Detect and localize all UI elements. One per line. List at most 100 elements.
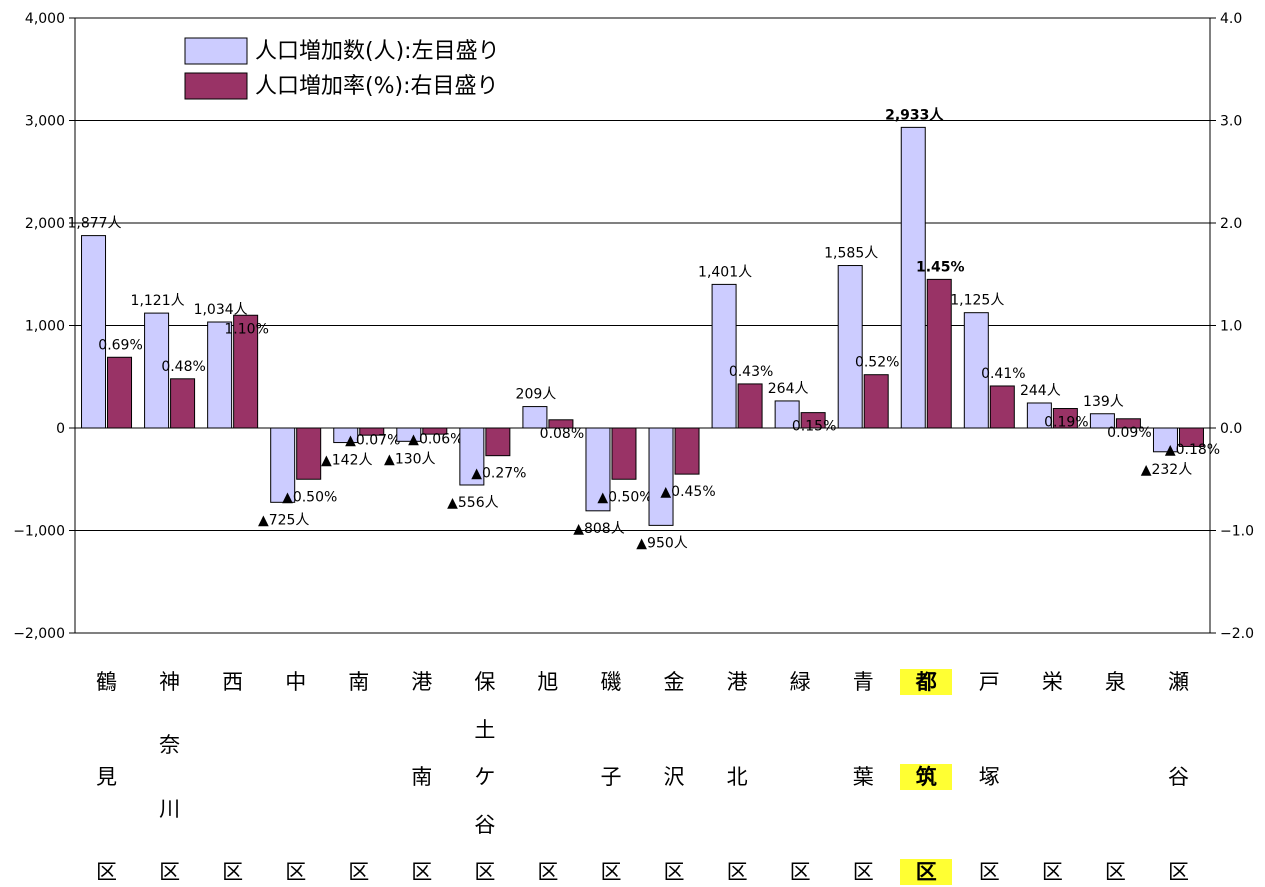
ward-label-char: 都 bbox=[900, 669, 953, 695]
data-label-count: 1,034人 bbox=[194, 302, 248, 318]
ward-label-char: 谷 bbox=[1167, 765, 1189, 789]
data-label-rate: ▲0.06% bbox=[408, 431, 463, 447]
ward-label-char: 区 bbox=[900, 859, 953, 885]
bar-count bbox=[711, 283, 737, 429]
ward-label: 磯子区 bbox=[585, 666, 637, 886]
data-label-rate: 0.43% bbox=[729, 364, 773, 380]
ward-label-char: 区 bbox=[411, 860, 433, 884]
left-tick-label: −1,000 bbox=[13, 524, 65, 540]
ward-label-char: 栄 bbox=[1041, 670, 1063, 694]
right-tick-label: 3.0 bbox=[1220, 114, 1242, 130]
bar-rate bbox=[107, 356, 133, 429]
ward-label: 港北区 bbox=[711, 666, 763, 886]
left-tick-label: 2,000 bbox=[25, 216, 65, 232]
bar-rate bbox=[800, 412, 826, 429]
data-label-rate: 1.45% bbox=[916, 259, 965, 275]
ward-label-char: 中 bbox=[285, 670, 307, 694]
ward-label: 金沢区 bbox=[648, 666, 700, 886]
data-label-count: 244人 bbox=[1020, 383, 1061, 399]
bar-rate bbox=[737, 383, 763, 429]
ward-label-char: 南 bbox=[411, 765, 433, 789]
bar-rate bbox=[296, 427, 322, 480]
legend-swatch-rate bbox=[184, 72, 248, 100]
bar-rate bbox=[233, 314, 259, 429]
right-tick-label: 4.0 bbox=[1220, 11, 1242, 27]
ward-label-char: 葉 bbox=[852, 765, 874, 789]
ward-label-char: 区 bbox=[1104, 860, 1126, 884]
data-label-rate: 0.52% bbox=[855, 355, 899, 371]
right-tick-label: 0.0 bbox=[1220, 421, 1242, 437]
ward-label-char: 区 bbox=[96, 860, 118, 884]
ward-label: 都筑区 bbox=[900, 666, 953, 887]
right-tick-label: −1.0 bbox=[1220, 524, 1254, 540]
ward-label-char: 南 bbox=[348, 670, 370, 694]
ward-label-char: 区 bbox=[852, 860, 874, 884]
ward-label-char: 区 bbox=[1167, 860, 1189, 884]
bar-count bbox=[1152, 427, 1178, 453]
data-label-count: 1,401人 bbox=[698, 264, 752, 280]
ward-label: 神奈川区 bbox=[144, 666, 196, 886]
ward-label-char: 西 bbox=[222, 670, 244, 694]
data-label-count: 264人 bbox=[768, 381, 809, 397]
ward-label: 西区 bbox=[207, 666, 259, 886]
ward-label: 緑区 bbox=[774, 666, 826, 886]
ward-label-char: 区 bbox=[789, 860, 811, 884]
ward-label-char: 金 bbox=[663, 670, 685, 694]
ward-label-char: 区 bbox=[285, 860, 307, 884]
left-tick-label: 1,000 bbox=[25, 319, 65, 335]
ward-label: 港南区 bbox=[396, 666, 448, 886]
data-label-rate: ▲0.50% bbox=[597, 489, 652, 505]
ward-label-char: 青 bbox=[852, 670, 874, 694]
ward-label-char: 区 bbox=[663, 860, 685, 884]
ward-label-char: 戸 bbox=[978, 670, 1000, 694]
ward-label-char: 見 bbox=[96, 765, 118, 789]
ward-label: 中区 bbox=[270, 666, 322, 886]
bar-rate bbox=[1052, 408, 1078, 429]
bar-rate bbox=[422, 427, 448, 435]
left-tick-label: 0 bbox=[56, 421, 65, 437]
bar-rate bbox=[1115, 418, 1141, 429]
ward-label-char: 子 bbox=[600, 765, 622, 789]
bar-rate bbox=[359, 427, 385, 436]
data-label-count: 1,125人 bbox=[950, 293, 1004, 309]
bar-count bbox=[396, 427, 422, 442]
bar-rate bbox=[989, 385, 1015, 429]
ward-label-char: 区 bbox=[1041, 860, 1063, 884]
data-label-count: 1,121人 bbox=[131, 293, 185, 309]
bar-count bbox=[207, 321, 233, 429]
data-label-rate: 0.09% bbox=[1107, 425, 1151, 441]
data-label-count: ▲142人 bbox=[321, 453, 373, 469]
ward-label-char: 区 bbox=[537, 860, 559, 884]
ward-label-char: 港 bbox=[726, 670, 748, 694]
bar-count bbox=[522, 406, 548, 429]
ward-label: 青葉区 bbox=[837, 666, 889, 886]
ward-label-char: 谷 bbox=[474, 812, 496, 837]
data-label-rate: 0.08% bbox=[540, 426, 584, 442]
bar-count bbox=[459, 427, 485, 486]
data-label-rate: ▲0.07% bbox=[345, 433, 400, 449]
left-tick-label: 4,000 bbox=[25, 11, 65, 27]
bar-count bbox=[585, 427, 611, 512]
ward-label-char: 区 bbox=[348, 860, 370, 884]
bar-rate bbox=[485, 427, 511, 457]
legend-swatch-count bbox=[184, 37, 248, 65]
ward-label: 栄区 bbox=[1026, 666, 1078, 886]
data-label-rate: 1.10% bbox=[224, 321, 268, 337]
bar-count bbox=[144, 312, 170, 429]
right-tick-label: 1.0 bbox=[1220, 319, 1242, 335]
bar-count bbox=[1089, 413, 1115, 429]
ward-label-char: 区 bbox=[726, 860, 748, 884]
data-label-count: ▲725人 bbox=[258, 512, 310, 528]
ward-label: 瀬谷区 bbox=[1152, 666, 1204, 886]
ward-label-char: 区 bbox=[159, 860, 181, 884]
data-label-count: ▲950人 bbox=[636, 535, 688, 551]
bar-count bbox=[648, 427, 674, 526]
data-label-count: ▲232人 bbox=[1141, 462, 1193, 478]
data-label-rate: ▲0.50% bbox=[282, 489, 337, 505]
ward-label-char: 瀬 bbox=[1167, 670, 1189, 694]
data-label-count: 2,933人 bbox=[885, 106, 944, 123]
legend-label-count: 人口増加数(人):左目盛り bbox=[255, 39, 500, 64]
ward-label: 保土ケ谷区 bbox=[459, 666, 511, 886]
data-label-count: 209人 bbox=[516, 387, 557, 403]
